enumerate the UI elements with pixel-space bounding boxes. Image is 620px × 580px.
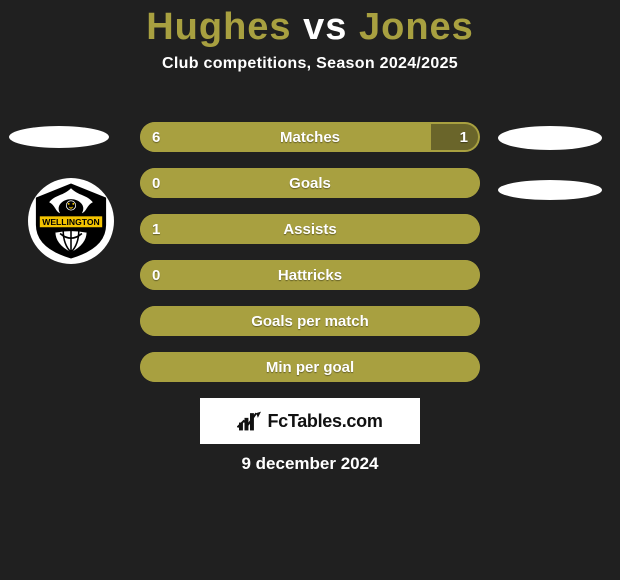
stat-label: Goals per match: [140, 306, 480, 336]
stat-row: Assists1: [140, 214, 480, 244]
stat-value-player1: 1: [152, 214, 160, 244]
player2-name: Jones: [359, 6, 474, 48]
stat-row: Matches6 1: [140, 122, 480, 152]
stat-value-player1: 0: [152, 168, 160, 198]
stats-container: Matches61Goals0Assists1Hattricks0Goals p…: [140, 122, 480, 398]
stat-label: Min per goal: [140, 352, 480, 382]
title-vs: vs: [303, 6, 347, 48]
subtitle: Club competitions, Season 2024/2025: [0, 55, 620, 73]
stat-label: Hattricks: [140, 260, 480, 290]
stat-row: Goals per match: [140, 306, 480, 336]
decorative-pill: [498, 180, 602, 200]
decorative-pill: [498, 126, 602, 150]
branding-chart-icon: [237, 410, 263, 432]
stat-value-player1: 6: [152, 122, 160, 152]
stat-label: Goals: [140, 168, 480, 198]
player1-name: Hughes: [146, 6, 291, 48]
decorative-pill: [9, 126, 109, 148]
club-crest: WELLINGTON: [28, 178, 114, 264]
phoenix-crest-icon: WELLINGTON: [32, 182, 110, 260]
snapshot-date: 9 december 2024: [0, 454, 620, 474]
stat-row: Min per goal: [140, 352, 480, 382]
stat-value-player1: 0: [152, 260, 160, 290]
stat-value-player2: 1: [460, 122, 468, 152]
stat-row: Hattricks0: [140, 260, 480, 290]
branding-badge: FcTables.com: [200, 398, 420, 444]
stat-row: Goals0: [140, 168, 480, 198]
stat-label: Matches: [140, 122, 480, 152]
comparison-title: Hughes vs Jones: [0, 0, 620, 55]
branding-text: FcTables.com: [267, 411, 382, 432]
stat-label: Assists: [140, 214, 480, 244]
crest-banner-text: WELLINGTON: [42, 217, 100, 227]
